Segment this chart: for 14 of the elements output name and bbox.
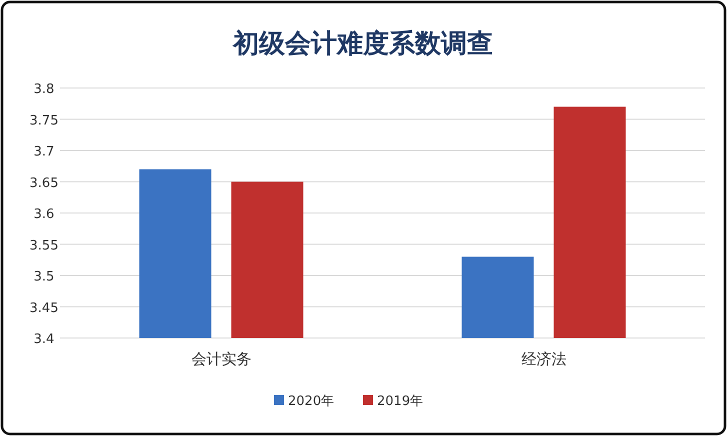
legend-label: 2020年 <box>288 394 334 409</box>
title: 初级会计难度系数调查 <box>233 29 493 58</box>
y-tick-label: 3.7 <box>34 144 54 160</box>
y-tick-label: 3.65 <box>30 176 58 191</box>
y-tick-label: 3.8 <box>34 82 54 97</box>
y-tick-label: 3.5 <box>34 270 54 284</box>
y-tick-label: 3.6 <box>34 207 54 222</box>
x-tick-label: 会计实务 <box>191 350 252 368</box>
y-tick-label: 3.75 <box>30 113 58 128</box>
y-tick-label: 3.45 <box>30 300 58 316</box>
legend-label: 2019年 <box>377 394 424 409</box>
y-tick-label: 3.4 <box>34 332 54 347</box>
x-tick-label: 经济法 <box>521 350 566 368</box>
y-tick-label: 3.55 <box>30 238 58 254</box>
